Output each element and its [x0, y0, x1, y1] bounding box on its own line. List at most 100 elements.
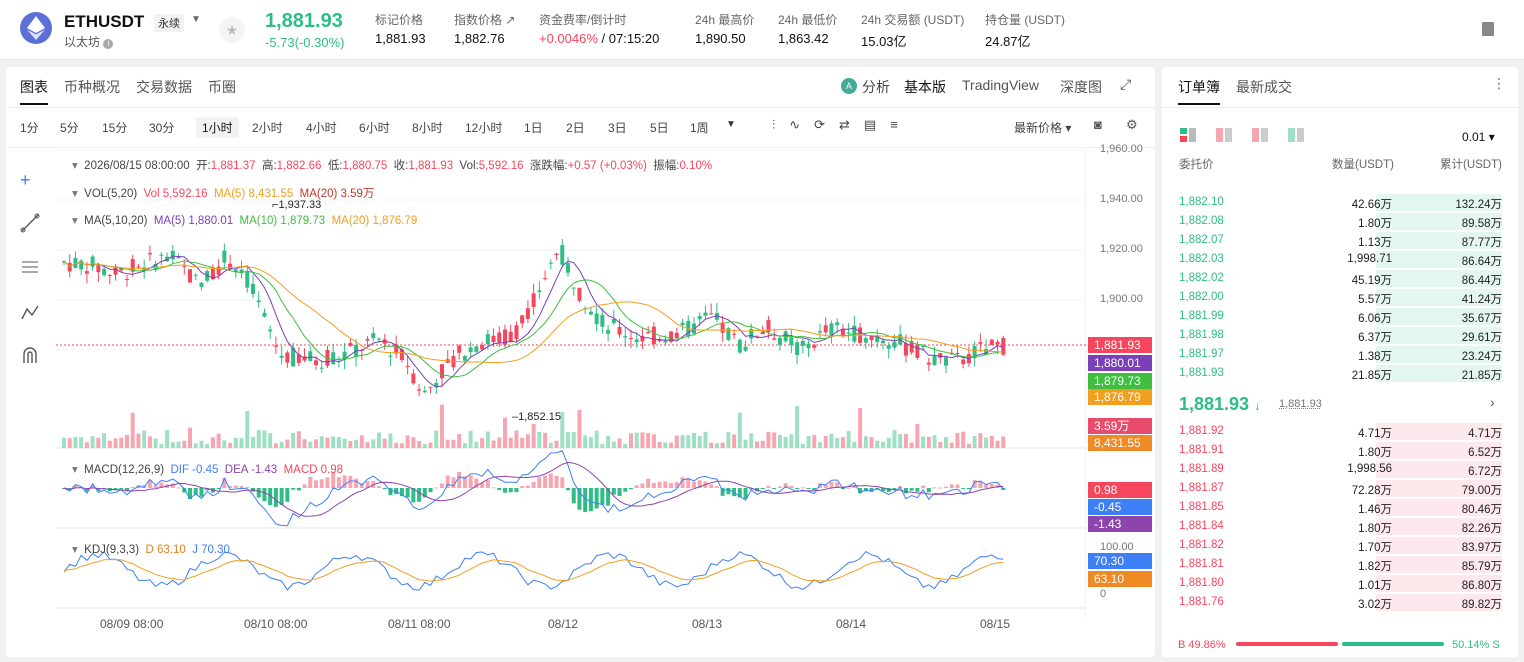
tab-trading-data[interactable]: 交易数据: [136, 79, 192, 95]
bid-row[interactable]: 1,881.89 1,998.56 6.72万: [1162, 460, 1518, 479]
candle-body: [944, 357, 948, 366]
tab-chart[interactable]: 图表: [20, 77, 48, 105]
ask-row[interactable]: 1,881.93 21.85万 21.85万: [1162, 364, 1518, 383]
macd-bar: [588, 488, 593, 512]
ask-row[interactable]: 1,881.99 6.06万 35.67万: [1162, 307, 1518, 326]
chevron-right-icon[interactable]: ›: [1490, 394, 1495, 410]
candle-body: [96, 264, 101, 273]
interval-6[interactable]: 4小时: [306, 121, 337, 135]
volume-bar: [709, 442, 714, 448]
tab-community[interactable]: 币圈: [208, 79, 236, 95]
ask-row[interactable]: 1,882.00 5.57万 41.24万: [1162, 288, 1518, 307]
more-options-icon[interactable]: ⋮: [1492, 75, 1506, 91]
symbol-dropdown-icon[interactable]: ▼: [191, 14, 201, 25]
interval-11[interactable]: 2日: [566, 121, 585, 135]
book-icon[interactable]: [1482, 22, 1494, 36]
interval-2[interactable]: 15分: [102, 121, 128, 135]
bid-row[interactable]: 1,881.80 1.01万 86.80万: [1162, 574, 1518, 593]
tab-orderbook[interactable]: 订单簿: [1178, 77, 1220, 105]
macd-bar: [846, 487, 851, 489]
interval-12[interactable]: 3日: [608, 121, 627, 135]
candle-body: [256, 300, 261, 303]
basic-view-button[interactable]: 基本版: [904, 79, 946, 95]
order-qty: 1.80万: [1358, 523, 1392, 535]
ask-row[interactable]: 1,882.03 1,998.71 86.64万: [1162, 250, 1518, 269]
fullscreen-icon[interactable]: ⤢: [1120, 76, 1132, 92]
candle-body: [726, 328, 731, 340]
bid-row[interactable]: 1,881.85 1.46万 80.46万: [1162, 498, 1518, 517]
order-cum: 80.46万: [1461, 504, 1502, 516]
order-price: 1,882.00: [1179, 291, 1224, 303]
symbol-name[interactable]: ETHUSDT: [64, 12, 145, 31]
layout-split-icon[interactable]: [1252, 128, 1270, 142]
volume-bar: [497, 437, 502, 448]
ma5-line: [63, 255, 1004, 388]
settings-gear-icon[interactable]: ⚙: [1126, 117, 1138, 132]
trendline-icon[interactable]: [20, 213, 40, 233]
volume-bar: [440, 404, 444, 448]
interval-1[interactable]: 5分: [60, 121, 79, 135]
bid-row[interactable]: 1,881.82 1.70万 83.97万: [1162, 536, 1518, 555]
interval-13[interactable]: 5日: [650, 121, 669, 135]
order-qty: 1.46万: [1358, 504, 1392, 516]
candle-body: [823, 325, 828, 333]
bid-row[interactable]: 1,881.91 1.80万 6.52万: [1162, 441, 1518, 460]
last-price-label: 1,881.93: [1088, 337, 1152, 353]
order-qty: 1.80万: [1358, 218, 1392, 230]
interval-8[interactable]: 8小时: [412, 121, 443, 135]
volume-bar: [909, 442, 914, 448]
camera-icon[interactable]: ◙: [1094, 117, 1102, 132]
crosshair-icon[interactable]: +: [20, 170, 31, 190]
chart-tool-icons[interactable]: ⫶∿⟳⇄▤≡: [772, 117, 912, 132]
candle-body: [147, 253, 152, 255]
macd-bar: [858, 488, 863, 494]
volume-bar: [251, 437, 255, 448]
analysis-button[interactable]: 分析: [862, 79, 890, 95]
tab-recent-trades[interactable]: 最新成交: [1236, 79, 1292, 95]
ask-row[interactable]: 1,882.07 1.13万 87.77万: [1162, 231, 1518, 250]
ask-row[interactable]: 1,882.10 42.66万 132.24万: [1162, 193, 1518, 212]
interval-4[interactable]: 1小时: [196, 117, 239, 138]
interval-10[interactable]: 1日: [524, 121, 543, 135]
interval-14[interactable]: 1周: [690, 121, 709, 135]
ask-row[interactable]: 1,881.98 6.37万 29.61万: [1162, 326, 1518, 345]
fib-tool-icon[interactable]: [20, 257, 40, 277]
bid-row[interactable]: 1,881.84 1.80万 82.26万: [1162, 517, 1518, 536]
magnet-icon[interactable]: [20, 345, 40, 365]
order-price: 1,881.82: [1179, 539, 1224, 551]
precision-select[interactable]: 0.01 ▾: [1462, 130, 1495, 144]
interval-9[interactable]: 12小时: [465, 121, 503, 135]
interval-dropdown-icon[interactable]: ▼: [726, 119, 736, 130]
volume-bar: [125, 434, 129, 448]
pattern-tool-icon[interactable]: [20, 303, 40, 323]
layout-both-icon[interactable]: [1180, 128, 1198, 142]
ask-row[interactable]: 1,882.02 45.19万 86.44万: [1162, 269, 1518, 288]
interval-3[interactable]: 30分: [149, 121, 175, 135]
kline-chart[interactable]: [56, 148, 1086, 618]
volume-bar: [417, 440, 422, 448]
ask-row[interactable]: 1,881.97 1.38万 23.24万: [1162, 345, 1518, 364]
price-change: -5.73(-0.30%): [265, 35, 345, 50]
ask-row[interactable]: 1,882.08 1.80万 89.58万: [1162, 212, 1518, 231]
tradingview-button[interactable]: TradingView: [962, 77, 1040, 93]
price-type-select[interactable]: 最新价格 ▾: [1014, 121, 1072, 135]
order-qty: 72.28万: [1351, 485, 1392, 497]
interval-0[interactable]: 1分: [20, 121, 39, 135]
interval-7[interactable]: 6小时: [359, 121, 390, 135]
bid-row[interactable]: 1,881.87 72.28万 79.00万: [1162, 479, 1518, 498]
layout-asks-icon[interactable]: [1216, 128, 1234, 142]
order-cum: 86.44万: [1461, 275, 1502, 287]
volume-bar: [296, 431, 301, 448]
ai-analysis-icon[interactable]: A: [841, 78, 857, 94]
favorite-star-icon[interactable]: ★: [219, 17, 245, 43]
bid-row[interactable]: 1,881.76 3.02万 89.82万: [1162, 593, 1518, 612]
bid-row[interactable]: 1,881.92 4.71万 4.71万: [1162, 422, 1518, 441]
depth-chart-button[interactable]: 深度图: [1060, 79, 1102, 95]
order-qty: 1,998.71: [1347, 253, 1392, 265]
volume-bar: [147, 436, 152, 448]
interval-5[interactable]: 2小时: [252, 121, 283, 135]
bid-row[interactable]: 1,881.81 1.82万 85.79万: [1162, 555, 1518, 574]
macd-bar: [399, 488, 404, 497]
tab-overview[interactable]: 币种概况: [64, 79, 120, 95]
layout-bids-icon[interactable]: [1288, 128, 1306, 142]
